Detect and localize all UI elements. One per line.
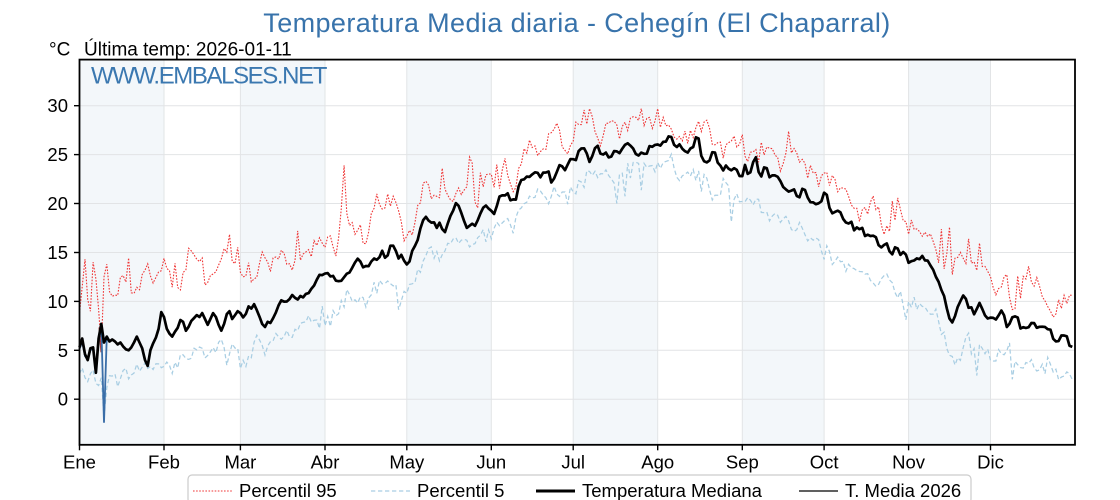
svg-text:Dic: Dic	[977, 452, 1004, 473]
svg-text:Percentil 5: Percentil 5	[417, 480, 504, 500]
svg-text:Abr: Abr	[311, 452, 340, 473]
svg-text:Oct: Oct	[810, 452, 839, 473]
svg-text:25: 25	[47, 144, 68, 165]
svg-text:20: 20	[47, 193, 68, 214]
svg-text:Jun: Jun	[476, 452, 506, 473]
svg-text:Nov: Nov	[892, 452, 926, 473]
svg-text:°C: °C	[49, 39, 70, 60]
svg-text:WWW.EMBALSES.NET: WWW.EMBALSES.NET	[91, 63, 328, 90]
svg-text:Ago: Ago	[641, 452, 674, 473]
svg-text:May: May	[389, 452, 425, 473]
svg-text:Temperatura Media diaria - Ceh: Temperatura Media diaria - Cehegín (El C…	[263, 8, 890, 38]
svg-text:Sep: Sep	[726, 452, 759, 473]
svg-text:Percentil 95: Percentil 95	[239, 480, 337, 500]
svg-text:Feb: Feb	[148, 452, 180, 473]
svg-text:T. Media 2026: T. Media 2026	[845, 480, 961, 500]
svg-text:0: 0	[58, 389, 68, 410]
svg-text:Mar: Mar	[224, 452, 256, 473]
svg-text:Temperatura Mediana: Temperatura Mediana	[582, 480, 763, 500]
svg-text:Ene: Ene	[63, 452, 96, 473]
svg-text:10: 10	[47, 291, 68, 312]
svg-text:30: 30	[47, 95, 68, 116]
svg-text:Jul: Jul	[561, 452, 585, 473]
svg-text:15: 15	[47, 242, 68, 263]
svg-text:Última temp: 2026-01-11: Última temp: 2026-01-11	[84, 38, 292, 60]
svg-text:5: 5	[58, 340, 68, 361]
